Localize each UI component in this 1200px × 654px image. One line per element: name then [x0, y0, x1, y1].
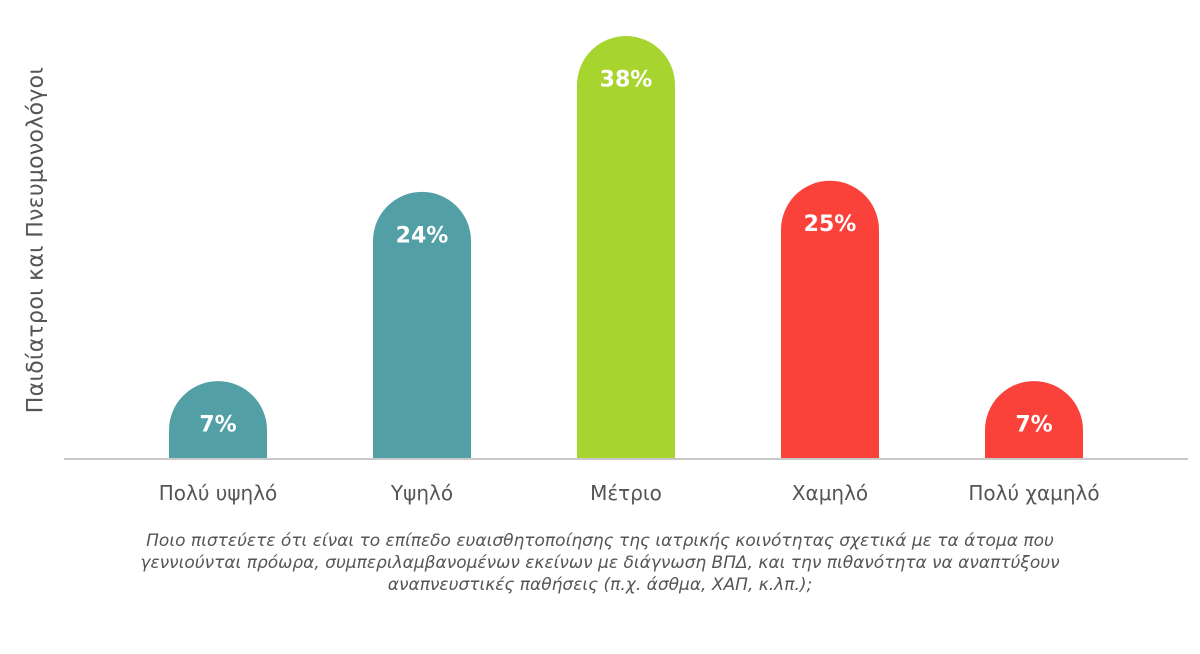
bar-5 [985, 381, 1083, 459]
bar-value-label-1: 7% [199, 413, 236, 438]
x-tick-label-4: Χαμηλό [792, 481, 868, 505]
x-tick-label-2: Υψηλό [390, 481, 453, 505]
x-tick-label-1: Πολύ υψηλό [159, 481, 278, 505]
bar-1 [169, 381, 267, 459]
bar-value-label-4: 25% [804, 212, 857, 237]
bar-4 [781, 180, 879, 459]
x-tick-labels: Πολύ υψηλό Υψηλό Μέτριο Χαμηλό Πολύ χαμηλό [159, 481, 1100, 505]
bars-group: 7% 24% 38% 25% 7% [169, 36, 1083, 459]
caption-line-1: Ποιο πιστεύετε ότι είναι το επίπεδο ευαι… [146, 531, 1054, 551]
bar-value-label-5: 7% [1015, 413, 1052, 438]
bar-3 [577, 36, 675, 459]
bar-2 [373, 191, 471, 459]
x-tick-label-3: Μέτριο [590, 481, 662, 505]
caption-line-3: αναπνευστικές παθήσεις (π.χ. άσθμα, ΧΑΠ,… [387, 575, 813, 595]
y-axis-label: Παιδίατροι και Πνευμονολόγοι [23, 66, 49, 414]
question-caption: Ποιο πιστεύετε ότι είναι το επίπεδο ευαι… [40, 530, 1160, 596]
bar-value-label-2: 24% [396, 223, 449, 248]
bar-value-label-3: 38% [600, 68, 653, 93]
caption-line-2: γεννιούνται πρόωρα, συμπεριλαμβανομένων … [140, 553, 1060, 573]
x-tick-label-5: Πολύ χαμηλό [968, 481, 1099, 505]
